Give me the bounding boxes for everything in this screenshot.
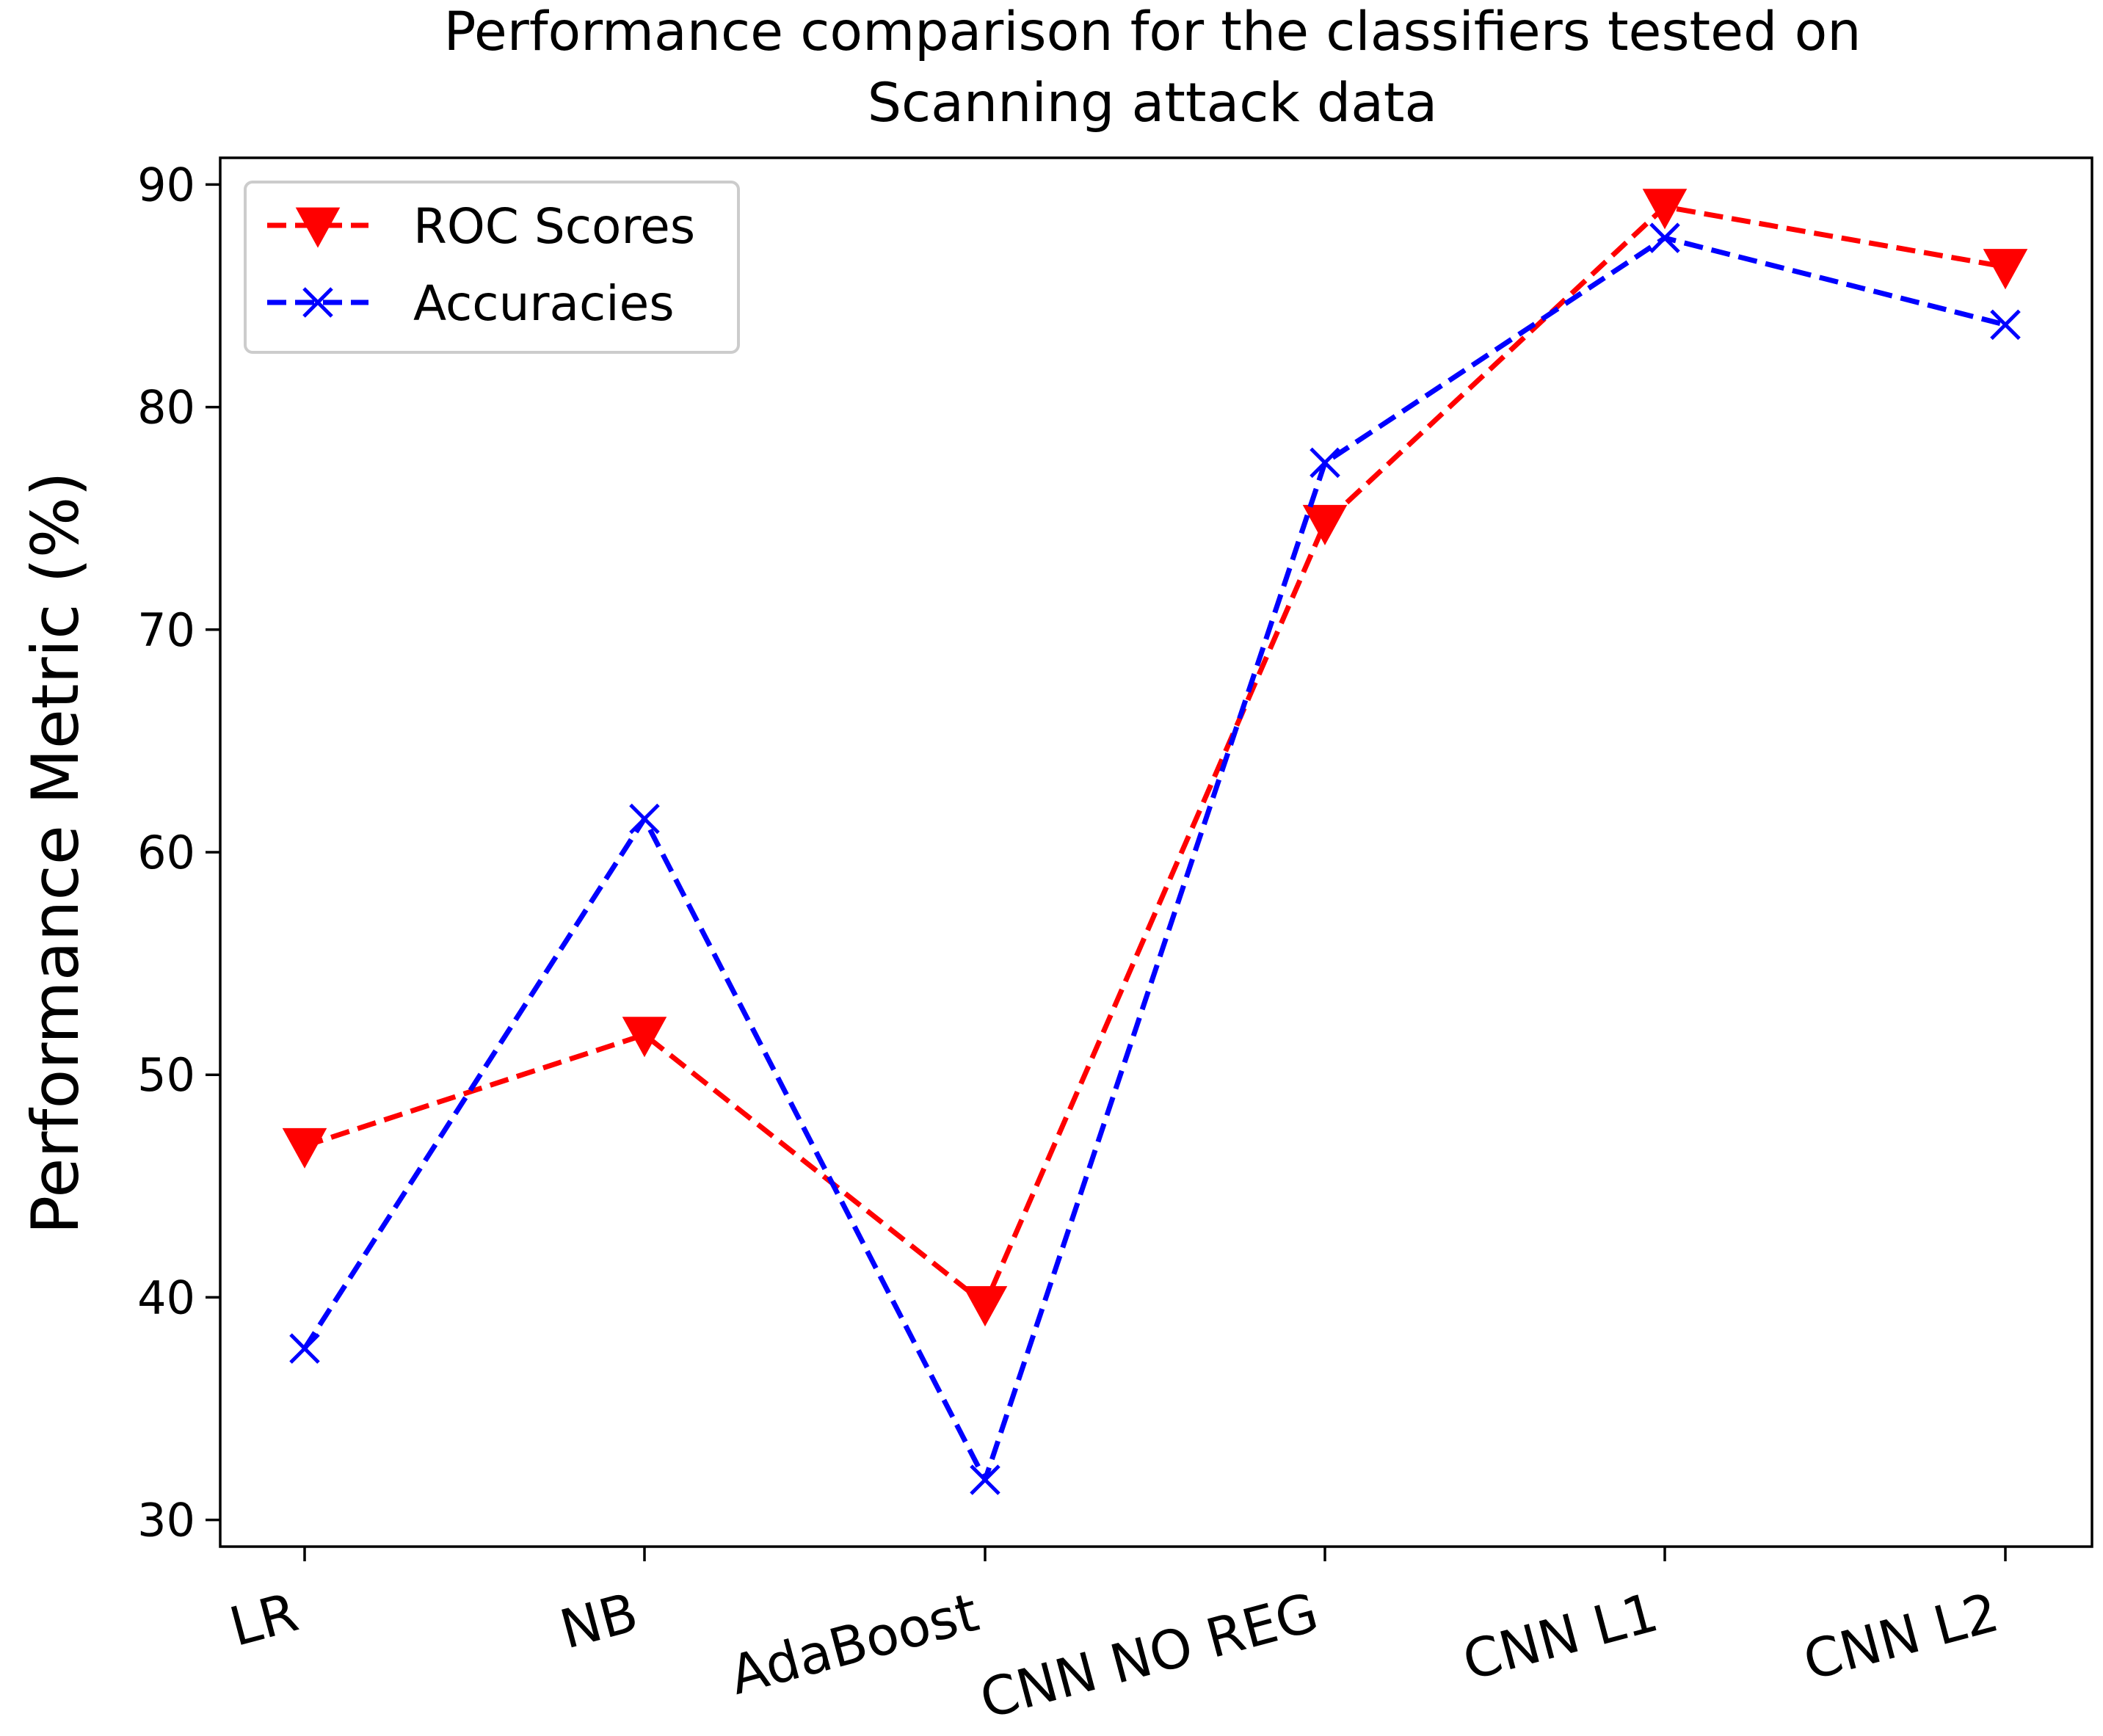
data-point-marker (1990, 309, 2021, 341)
data-point-marker (1310, 447, 1340, 479)
data-point-marker (622, 1017, 667, 1058)
y-tick-label: 40 (137, 1271, 195, 1324)
y-tick-label: 90 (137, 158, 195, 211)
y-tick-label: 80 (137, 381, 195, 435)
legend-entry: Accuracies (267, 275, 675, 332)
legend: ROC Scores Accuracies (244, 181, 740, 354)
data-point-marker (1642, 189, 1688, 230)
y-axis-ticks: 30 40 50 60 70 80 90 (137, 158, 220, 1547)
series-roc-scores (282, 189, 2028, 1327)
y-tick-label: 50 (137, 1048, 195, 1102)
legend-label: ROC Scores (413, 198, 695, 255)
data-point-marker (1302, 504, 1348, 545)
chart-title-line-1: Performance comparison for the classifie… (443, 1, 1861, 63)
data-point-marker (962, 1286, 1008, 1327)
y-tick-label: 60 (137, 826, 195, 879)
y-axis-label: Performance Metric (%) (18, 471, 93, 1234)
y-tick-label: 30 (137, 1494, 195, 1547)
legend-entry: ROC Scores (267, 198, 695, 255)
data-point-marker (1983, 249, 2028, 290)
data-point-marker (289, 1333, 320, 1364)
data-point-marker (282, 1127, 327, 1169)
chart-title-line-2: Scanning attack data (868, 72, 1438, 134)
data-point-marker (1649, 222, 1680, 253)
series-line (302, 235, 2006, 1483)
legend-marker (302, 287, 333, 318)
legend-label: Accuracies (413, 275, 675, 332)
y-tick-label: 70 (137, 603, 195, 657)
legend-marker (295, 207, 341, 248)
data-point-marker (970, 1464, 1000, 1495)
series-line (303, 204, 2006, 1307)
data-point-marker (629, 803, 660, 835)
series-layer (282, 189, 2028, 1495)
series-accuracies (289, 222, 2021, 1495)
axes-frame (219, 156, 2093, 1548)
